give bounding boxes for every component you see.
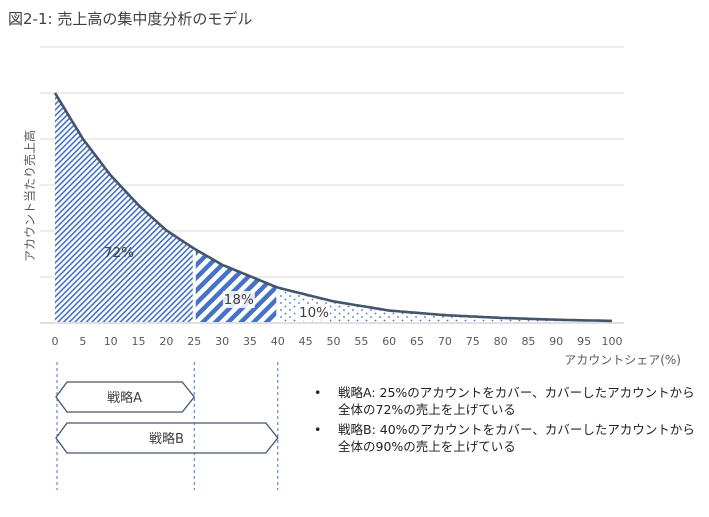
x-tick-label: 70 [438, 335, 452, 348]
x-tick-label: 30 [215, 335, 229, 348]
x-tick-label: 100 [602, 335, 623, 348]
region-area [194, 248, 278, 322]
x-tick-label: 35 [243, 335, 257, 348]
x-tick-label: 85 [521, 335, 535, 348]
strategy-label: 戦略B [149, 431, 184, 447]
x-tick-label: 65 [410, 335, 424, 348]
region-labels: 72% 18% 10% [104, 245, 331, 321]
revenue-curve-layer [53, 92, 613, 323]
x-tick-label: 40 [271, 335, 285, 348]
x-tick-label: 0 [52, 335, 59, 348]
x-tick-label: 15 [132, 335, 146, 348]
x-tick-label: 50 [327, 335, 341, 348]
region-label-bg [222, 291, 255, 308]
x-tick-label: 75 [466, 335, 480, 348]
region-label: 18% [224, 292, 254, 308]
note-strategy-b: • 戦略B: 40%のアカウントをカバー、カバーしたアカウントから全体の90%の売… [312, 421, 702, 455]
x-tick-label: 95 [577, 335, 591, 348]
x-tick-label: 45 [299, 335, 313, 348]
x-tick-label: 90 [549, 335, 563, 348]
strategy-arrow [55, 381, 196, 413]
gridlines [40, 46, 624, 278]
note-strategy-a: • 戦略A: 25%のアカウントをカバー、カバーしたアカウントから全体の72%の売… [312, 384, 702, 418]
revenue-curve [53, 92, 613, 323]
share-regions [55, 93, 612, 322]
x-tick-label: 20 [159, 335, 173, 348]
strategy-arrow [55, 422, 279, 454]
x-tick-labels: 0 5 10 15 20 25 30 35 40 45 50 55 60 65 70 75 80 85 90 95 10… [52, 335, 623, 348]
strategy-label: 戦略A [107, 390, 142, 406]
region-area [277, 287, 612, 322]
note-text: 戦略A: 25%のアカウントをカバー、カバーしたアカウントから全体の72%の売上… [338, 385, 695, 417]
figure-title: 図2-1: 売上高の集中度分析のモデル [8, 10, 253, 28]
y-axis-label: アカウント当たり売上高 [22, 130, 37, 262]
x-axis-label: アカウントシェア(%) [564, 353, 681, 367]
region-label: 72% [104, 245, 134, 261]
x-tick-label: 25 [187, 335, 201, 348]
strategy-arrows: 戦略A 戦略B [55, 362, 279, 490]
bullet-icon: • [314, 385, 322, 400]
x-tick-label: 80 [494, 335, 508, 348]
bullet-icon: • [314, 422, 322, 437]
strategy-notes: • 戦略A: 25%のアカウントをカバー、カバーしたアカウントから全体の72%の売… [312, 384, 702, 458]
x-tick-label: 60 [382, 335, 396, 348]
x-tick-label: 5 [79, 335, 86, 348]
x-tick-label: 55 [354, 335, 368, 348]
region-label-bg [298, 304, 331, 321]
region-label: 10% [299, 305, 329, 321]
x-tick-label: 10 [104, 335, 118, 348]
region-area [55, 93, 195, 322]
note-text: 戦略B: 40%のアカウントをカバー、カバーしたアカウントから全体の90%の売上… [338, 422, 695, 454]
